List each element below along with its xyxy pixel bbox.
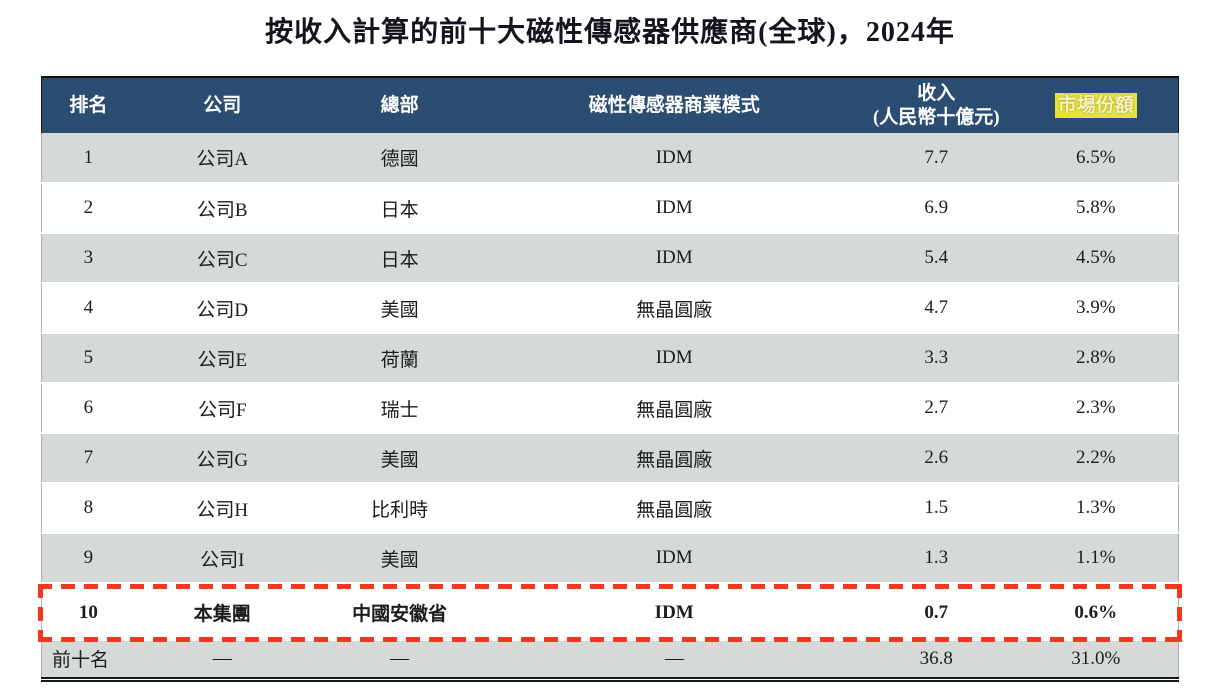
cell-model: IDM [489, 533, 859, 584]
cell-share: 0.6% [1013, 583, 1179, 641]
col-header-revenue: 收入 (人民幣十億元) [858, 77, 1014, 133]
cell-revenue: 6.9 [858, 183, 1014, 234]
cell-model: IDM [489, 333, 859, 384]
table-row: 2 公司B 日本 IDM 6.9 5.8% [41, 183, 1179, 234]
cell-model: IDM [489, 233, 859, 284]
page-title: 按收入計算的前十大磁性傳感器供應商(全球)，2024年 [265, 17, 955, 48]
cell-hq: 德國 [309, 133, 490, 184]
cell-hq: 瑞士 [309, 383, 490, 434]
col-header-company: 公司 [134, 77, 310, 133]
cell-revenue: 4.7 [858, 283, 1014, 334]
cell-rank: 5 [41, 333, 135, 384]
cell-company: 公司E [134, 333, 310, 384]
table-row: 7 公司G 美國 無晶圓廠 2.6 2.2% [41, 433, 1179, 484]
content-area: 按收入計算的前十大磁性傳感器供應商(全球)，2024年 排名 公司 總部 [38, 8, 1182, 682]
cell-company: 公司A [134, 133, 310, 184]
cell-company: 公司B [134, 183, 310, 234]
cell-company: 公司C [134, 233, 310, 284]
cell-company: 公司H [134, 483, 310, 534]
cell-rank: 8 [41, 483, 135, 534]
revenue-header-line1: 收入 [917, 82, 956, 104]
cell-model: 無晶圓廠 [489, 383, 859, 434]
cell-revenue: 5.4 [858, 233, 1014, 284]
cell-rank: 前十名 [41, 641, 135, 679]
cell-rank: 4 [41, 283, 135, 334]
cell-share: 5.8% [1013, 183, 1179, 234]
cell-revenue: 0.7 [858, 583, 1014, 641]
table-row: 1 公司A 德國 IDM 7.7 6.5% [41, 133, 1179, 184]
header-row: 排名 公司 總部 磁性傳感器商業模式 收入 (人民幣十億元) 市場份額 [40, 77, 1179, 133]
cell-revenue: 7.7 [858, 133, 1014, 184]
cell-rank: 7 [41, 433, 135, 484]
cell-share: 1.3% [1013, 483, 1179, 534]
cell-hq: 美國 [309, 283, 490, 334]
cell-revenue: 36.8 [858, 641, 1014, 679]
cell-rank: 10 [41, 583, 135, 641]
cell-company: 公司D [134, 283, 310, 334]
cell-revenue: 3.3 [858, 333, 1014, 384]
col-header-hq: 總部 [309, 77, 490, 133]
cell-revenue: 2.7 [858, 383, 1014, 434]
col-header-rank: 排名 [40, 77, 135, 133]
cell-rank: 2 [41, 183, 135, 234]
cell-share: 1.1% [1013, 533, 1179, 584]
cell-revenue: 1.5 [858, 483, 1014, 534]
cell-model: IDM [489, 583, 859, 641]
table-row: 5 公司E 荷蘭 IDM 3.3 2.8% [41, 333, 1179, 384]
cell-company: 本集團 [134, 583, 310, 641]
cell-rank: 9 [41, 533, 135, 584]
cell-hq: 美國 [309, 433, 490, 484]
cell-model: IDM [489, 183, 859, 234]
table-row: 前十名 — — — 36.8 31.0% [41, 641, 1179, 679]
cell-hq: 日本 [309, 233, 490, 284]
cell-hq: 比利時 [309, 483, 490, 534]
cell-share: 2.8% [1013, 333, 1179, 384]
cell-model: 無晶圓廠 [489, 433, 859, 484]
cell-revenue: 2.6 [858, 433, 1014, 484]
cell-model: 無晶圓廠 [489, 483, 859, 534]
suppliers-table: 排名 公司 總部 磁性傳感器商業模式 收入 (人民幣十億元) 市場份額 1 [40, 76, 1179, 682]
cell-company: — [134, 641, 310, 679]
cell-rank: 1 [41, 133, 135, 184]
cell-share: 3.9% [1013, 283, 1179, 334]
cell-model: — [489, 641, 859, 679]
cell-rank: 6 [41, 383, 135, 434]
cell-share: 6.5% [1013, 133, 1179, 184]
cell-revenue: 1.3 [858, 533, 1014, 584]
cell-share: 4.5% [1013, 233, 1179, 284]
col-header-share: 市場份額 [1013, 77, 1179, 133]
cell-share: 31.0% [1013, 641, 1179, 679]
table-header: 排名 公司 總部 磁性傳感器商業模式 收入 (人民幣十億元) 市場份額 [40, 77, 1179, 133]
col-header-model: 磁性傳感器商業模式 [489, 77, 859, 133]
cell-model: IDM [489, 133, 859, 184]
cell-model: 無晶圓廠 [489, 283, 859, 334]
cell-hq: — [309, 641, 490, 679]
share-header-highlight: 市場份額 [1054, 92, 1137, 119]
cell-hq: 美國 [309, 533, 490, 584]
cell-rank: 3 [41, 233, 135, 284]
table-row: 9 公司I 美國 IDM 1.3 1.1% [41, 533, 1179, 584]
table-row: 10 本集團 中國安徽省 IDM 0.7 0.6% [41, 583, 1179, 641]
table-row: 8 公司H 比利時 無晶圓廠 1.5 1.3% [41, 483, 1179, 534]
cell-company: 公司F [134, 383, 310, 434]
cell-hq: 日本 [309, 183, 490, 234]
table-row: 4 公司D 美國 無晶圓廠 4.7 3.9% [41, 283, 1179, 334]
cell-share: 2.3% [1013, 383, 1179, 434]
cell-hq: 中國安徽省 [309, 583, 490, 641]
cell-hq: 荷蘭 [309, 333, 490, 384]
revenue-header-line2: (人民幣十億元) [872, 106, 1000, 128]
table-row: 3 公司C 日本 IDM 5.4 4.5% [41, 233, 1179, 284]
cell-share: 2.2% [1013, 433, 1179, 484]
table-row: 6 公司F 瑞士 無晶圓廠 2.7 2.3% [41, 383, 1179, 434]
suppliers-table-wrap: 排名 公司 總部 磁性傳感器商業模式 收入 (人民幣十億元) 市場份額 1 [38, 76, 1182, 682]
table-body: 1 公司A 德國 IDM 7.7 6.5% 2 公司B 日本 IDM 6.9 5… [41, 133, 1179, 679]
cell-company: 公司I [134, 533, 310, 584]
cell-company: 公司G [134, 433, 310, 484]
